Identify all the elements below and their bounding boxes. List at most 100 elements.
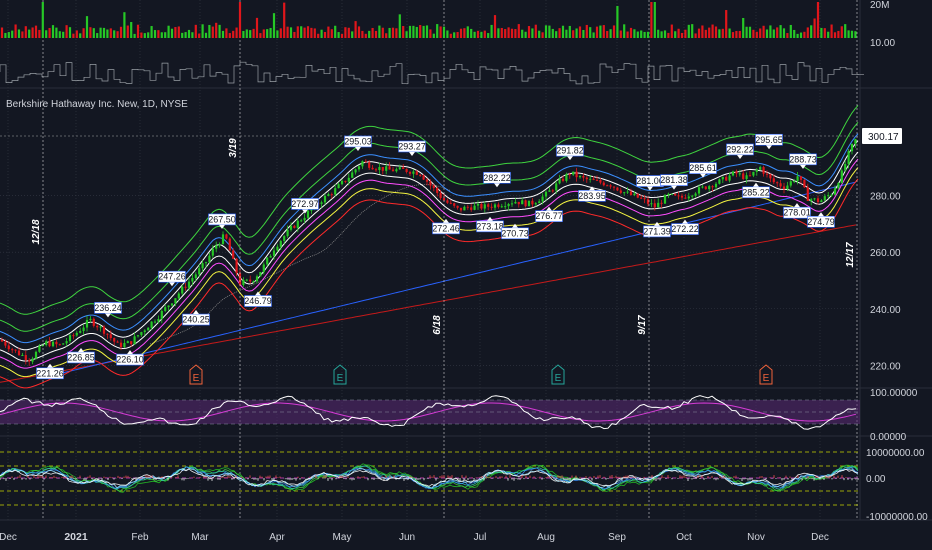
candle-body: [327, 194, 330, 196]
candle-body: [772, 178, 775, 183]
volume-bar: [609, 29, 612, 38]
volume-bar: [660, 31, 663, 38]
candle-body: [28, 360, 31, 362]
volume-bar: [847, 30, 850, 38]
candle-body: [364, 161, 367, 163]
candle-body: [701, 186, 704, 188]
volume-bar: [487, 33, 490, 38]
candle-body: [296, 220, 299, 228]
callout-pointer: [800, 164, 806, 169]
candle-body: [79, 330, 82, 333]
candle-body: [262, 264, 265, 272]
volume-bar: [701, 25, 704, 38]
date-marker-label: 3/19: [228, 138, 239, 158]
candle-body: [799, 176, 803, 180]
earnings-marker-shape: [333, 364, 347, 385]
candle-body: [606, 185, 609, 187]
low-callout: 283.95: [578, 186, 606, 202]
volume-bar: [833, 32, 837, 38]
candle-body: [249, 279, 252, 282]
volume-bar: [816, 2, 820, 38]
candle-body: [541, 196, 544, 202]
volume-bar: [79, 33, 82, 38]
volume-bar: [524, 31, 527, 38]
volume-bar: [143, 33, 146, 38]
callout-value: 226.10: [116, 355, 144, 365]
candle-body: [415, 171, 418, 175]
candle-body: [534, 203, 537, 205]
volume-bar: [337, 32, 340, 38]
volume-bar: [11, 30, 14, 38]
volume-bar: [704, 29, 707, 38]
volume-bar: [640, 30, 643, 38]
candle-body: [266, 257, 269, 265]
callout-value: 272.22: [671, 224, 699, 234]
callout-pointer: [355, 147, 361, 152]
candle-body: [232, 250, 235, 259]
volume-bar: [755, 31, 758, 38]
candle-body: [11, 349, 14, 351]
callout-value: 274.79: [807, 217, 835, 227]
volume-bar: [102, 27, 106, 38]
candle-body: [551, 190, 554, 192]
candle-body: [711, 186, 714, 188]
volume-bar: [391, 27, 395, 38]
volume-bar: [228, 33, 231, 38]
volume-bar: [840, 26, 843, 38]
price-axis-tick: 260.00: [870, 248, 901, 259]
candle-body: [344, 180, 347, 182]
low-callout: 270.73: [501, 223, 529, 240]
candle-body: [548, 190, 551, 192]
candle-body: [592, 178, 595, 180]
candle-body: [126, 341, 129, 344]
candle-body: [660, 202, 663, 204]
candle-body: [687, 196, 690, 199]
volume-bar: [626, 31, 629, 38]
callout-pointer: [169, 282, 175, 287]
callout-value: 276.77: [535, 211, 563, 221]
volume-bar: [147, 32, 150, 38]
candle-body: [221, 234, 225, 245]
volume-bar: [361, 30, 364, 38]
candle-body: [820, 200, 823, 203]
volume-bar: [198, 33, 201, 38]
volume-bar: [483, 30, 486, 38]
candle-body: [691, 195, 694, 197]
candle-body: [708, 186, 711, 190]
volume-bar: [187, 29, 191, 38]
candle-body: [769, 174, 772, 179]
volume-bar: [272, 13, 276, 38]
volume-bar: [548, 25, 551, 38]
candle-body: [68, 335, 72, 342]
candle-body: [164, 307, 167, 311]
volume-bar: [184, 32, 187, 38]
volume-bar: [735, 30, 738, 38]
x-axis-tick: May: [333, 532, 352, 543]
candle-body: [616, 187, 619, 191]
candle-body: [245, 279, 248, 281]
candle-body: [279, 240, 282, 247]
candle-body: [748, 175, 752, 177]
volume-bar: [415, 26, 418, 38]
candle-body: [765, 173, 769, 175]
volume-bar: [51, 25, 55, 38]
low-callout: 272.22: [671, 219, 699, 235]
volume-bar: [670, 24, 673, 38]
volume-bar: [459, 28, 463, 38]
candle-body: [340, 180, 344, 185]
volume-bar: [844, 24, 847, 38]
volume-bar: [150, 26, 153, 38]
volume-bar: [453, 32, 456, 38]
candle-body: [830, 194, 833, 196]
volume-bar: [327, 26, 330, 38]
volume-bar: [555, 31, 558, 38]
callout-value: 246.79: [244, 296, 272, 306]
date-marker-label: 12/18: [31, 219, 42, 244]
low-callout: 240.25: [182, 310, 210, 326]
candle-body: [153, 321, 157, 323]
candle-body: [208, 255, 211, 263]
volume-bar: [368, 30, 371, 38]
candle-body: [218, 244, 221, 246]
volume-bar: [422, 25, 425, 38]
